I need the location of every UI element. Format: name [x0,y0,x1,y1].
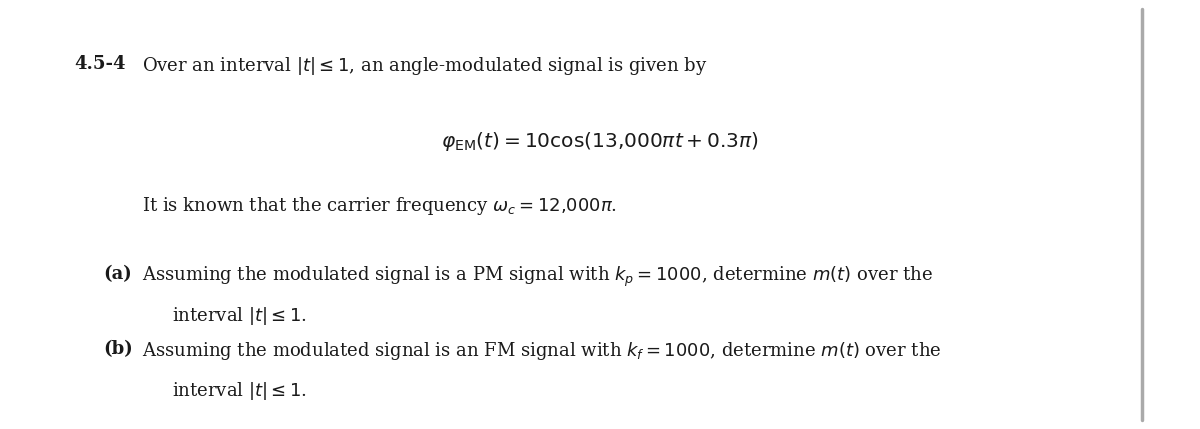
Text: interval $|t| \leq 1$.: interval $|t| \leq 1$. [172,380,307,402]
Text: Assuming the modulated signal is an FM signal with $k_f = 1000$, determine $m(t): Assuming the modulated signal is an FM s… [142,340,941,362]
Text: It is known that the carrier frequency $\omega_c = 12{,}000\pi$.: It is known that the carrier frequency $… [142,195,617,217]
Text: Over an interval $|t| \leq 1$, an angle-modulated signal is given by: Over an interval $|t| \leq 1$, an angle-… [142,55,707,77]
Text: 4.5-4: 4.5-4 [74,55,126,73]
Text: Assuming the modulated signal is a PM signal with $k_p = 1000$, determine $m(t)$: Assuming the modulated signal is a PM si… [142,265,932,289]
Text: interval $|t| \leq 1$.: interval $|t| \leq 1$. [172,305,307,327]
Text: $\varphi_{\mathrm{EM}}(t) = 10\cos(13{,}000\pi t + 0.3\pi)$: $\varphi_{\mathrm{EM}}(t) = 10\cos(13{,}… [442,130,758,153]
Text: (b): (b) [103,340,133,358]
Text: (a): (a) [103,265,132,283]
